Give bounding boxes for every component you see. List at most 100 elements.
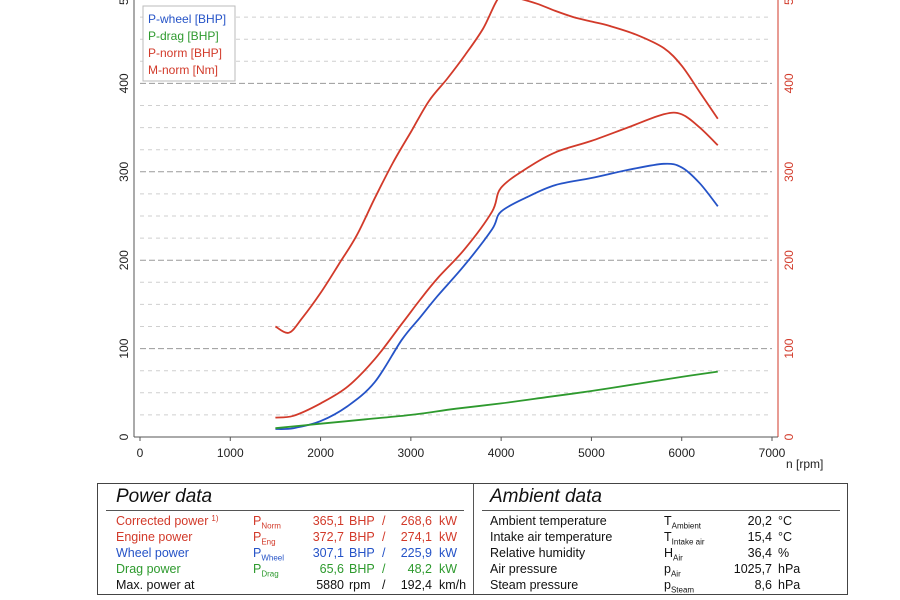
- power-unit-1: BHP: [349, 530, 375, 544]
- series-lines: [274, 0, 719, 430]
- power-label-text: Engine power: [116, 530, 193, 544]
- ambient-value: 15,4: [747, 530, 772, 544]
- symbol-subscript: Norm: [261, 521, 281, 531]
- symbol-letter: P: [253, 562, 262, 576]
- power-label: Corrected power 1): [116, 514, 219, 528]
- symbol-letter: H: [664, 546, 674, 560]
- power-data-rule: [106, 510, 464, 511]
- symbol-subscript: Wheel: [261, 553, 285, 563]
- power-label-text: Max. power at: [116, 578, 195, 592]
- power-value-1: 307,1: [312, 546, 344, 560]
- data-panel: Power data Ambient data Corrected power 1…: [97, 483, 848, 595]
- ambient-label: Air pressure: [490, 562, 558, 576]
- ambient-label: Ambient temperature: [490, 514, 607, 528]
- power-separator: /: [382, 514, 386, 528]
- power-unit-1: rpm: [349, 578, 371, 592]
- y-left-tick-label: 0: [117, 433, 131, 440]
- ambient-row: Relative humidity HAir 36,4%: [474, 546, 848, 563]
- power-value-1: 365,1: [312, 514, 344, 528]
- footnote-marker: 1): [211, 514, 219, 523]
- x-tick-label: 2000: [307, 446, 334, 460]
- symbol: PNorm: [253, 514, 281, 531]
- series-line: [275, 111, 719, 419]
- ambient-data-title: Ambient data: [490, 486, 602, 507]
- symbol-letter: p: [664, 562, 671, 576]
- y-right-tick-label: 300: [782, 161, 796, 181]
- ambient-label: Steam pressure: [490, 578, 579, 592]
- ambient-unit: °C: [778, 514, 793, 528]
- y-right-tick-label: 400: [782, 73, 796, 93]
- symbol: PWheel: [253, 546, 284, 563]
- legend-entry: P-wheel [BHP]: [148, 12, 226, 26]
- power-row: Max. power at 5880 rpm / 192,4 km/h: [98, 578, 473, 594]
- legend-entry: M-norm [Nm]: [148, 63, 218, 77]
- power-value-1: 372,7: [312, 530, 344, 544]
- y-right-tick-label: 200: [782, 250, 796, 270]
- x-tick-label: 0: [137, 446, 144, 460]
- symbol-subscript: Ambient: [671, 521, 701, 531]
- grid-lines: [140, 16, 772, 438]
- power-unit-2: kW: [439, 514, 458, 528]
- symbol-subscript: Eng: [261, 537, 276, 547]
- ambient-unit: hPa: [778, 578, 801, 592]
- power-unit-1: BHP: [349, 546, 375, 560]
- power-unit-2: km/h: [439, 578, 467, 592]
- power-separator: /: [382, 530, 386, 544]
- symbol: TAmbient: [664, 514, 701, 531]
- ambient-row: Ambient temperature TAmbient 20,2 °C: [474, 514, 848, 531]
- symbol: PDrag: [253, 562, 279, 579]
- symbol-letter: P: [253, 514, 262, 528]
- ambient-data-rule: [482, 510, 840, 511]
- axes: 0100200300400500010020030040050001000200…: [117, 0, 823, 471]
- ambient-row: Air pressure pAir 1025,7 hPa: [474, 562, 848, 579]
- power-unit-1: BHP: [349, 514, 375, 528]
- power-label: Max. power at: [116, 578, 195, 592]
- power-value-2: 274,1: [400, 530, 432, 544]
- symbol-letter: P: [253, 546, 262, 560]
- ambient-value: 8,6: [754, 578, 772, 592]
- ambient-unit: °C: [778, 530, 793, 544]
- legend-box: [142, 5, 236, 82]
- symbol-letter: T: [664, 514, 672, 528]
- ambient-value: 20,2: [747, 514, 772, 528]
- symbol-subscript: Drag: [261, 569, 279, 579]
- power-label-text: Wheel power: [116, 546, 189, 560]
- symbol-letter: p: [664, 578, 671, 592]
- power-row: Corrected power 1) PNorm 365,1 BHP / 268,6 kW: [98, 514, 473, 531]
- power-unit-1: BHP: [349, 562, 375, 576]
- power-value-1: 5880: [316, 578, 344, 592]
- power-label: Engine power: [116, 530, 192, 544]
- power-unit-2: kW: [439, 562, 458, 576]
- series-line: [274, 0, 719, 334]
- symbol-subscript: Intake air: [671, 537, 705, 547]
- x-tick-label: 6000: [668, 446, 695, 460]
- y-right-tick-label: 0: [782, 433, 796, 440]
- panel-divider: [473, 484, 474, 594]
- legend-entry: P-norm [BHP]: [148, 46, 222, 60]
- power-label: Drag power: [116, 562, 181, 576]
- x-axis-label: n [rpm]: [786, 457, 823, 471]
- symbol: HAir: [664, 546, 683, 563]
- power-value-2: 268,6: [400, 514, 432, 528]
- power-value-2: 225,9: [400, 546, 432, 560]
- dyno-chart: 0100200300400500010020030040050001000200…: [117, 0, 823, 471]
- y-left-tick-label: 500: [117, 0, 131, 5]
- power-row: Wheel power PWheel 307,1 BHP / 225,9 kW: [98, 546, 473, 563]
- power-unit-2: kW: [439, 546, 458, 560]
- legend: P-wheel [BHP] P-drag [BHP] P-norm [BHP] M-n…: [142, 5, 236, 82]
- symbol-subscript: Steam: [670, 585, 695, 595]
- y-right-tick-label: 500: [782, 0, 796, 5]
- ambient-label: Intake air temperature: [490, 530, 613, 544]
- power-unit-2: kW: [439, 530, 458, 544]
- x-tick-label: 7000: [759, 446, 786, 460]
- power-label: Wheel power: [116, 546, 189, 560]
- power-separator: /: [382, 578, 386, 592]
- y-left-tick-label: 200: [117, 250, 131, 270]
- y-left-tick-label: 400: [117, 73, 131, 93]
- y-left-tick-label: 100: [117, 338, 131, 358]
- power-row: Engine power PEng 372,7 BHP / 274,1 kW: [98, 530, 473, 547]
- power-data-title: Power data: [116, 486, 213, 507]
- symbol: pAir: [664, 562, 681, 579]
- power-label-text: Corrected power: [116, 514, 209, 528]
- power-value-1: 65,6: [319, 562, 344, 576]
